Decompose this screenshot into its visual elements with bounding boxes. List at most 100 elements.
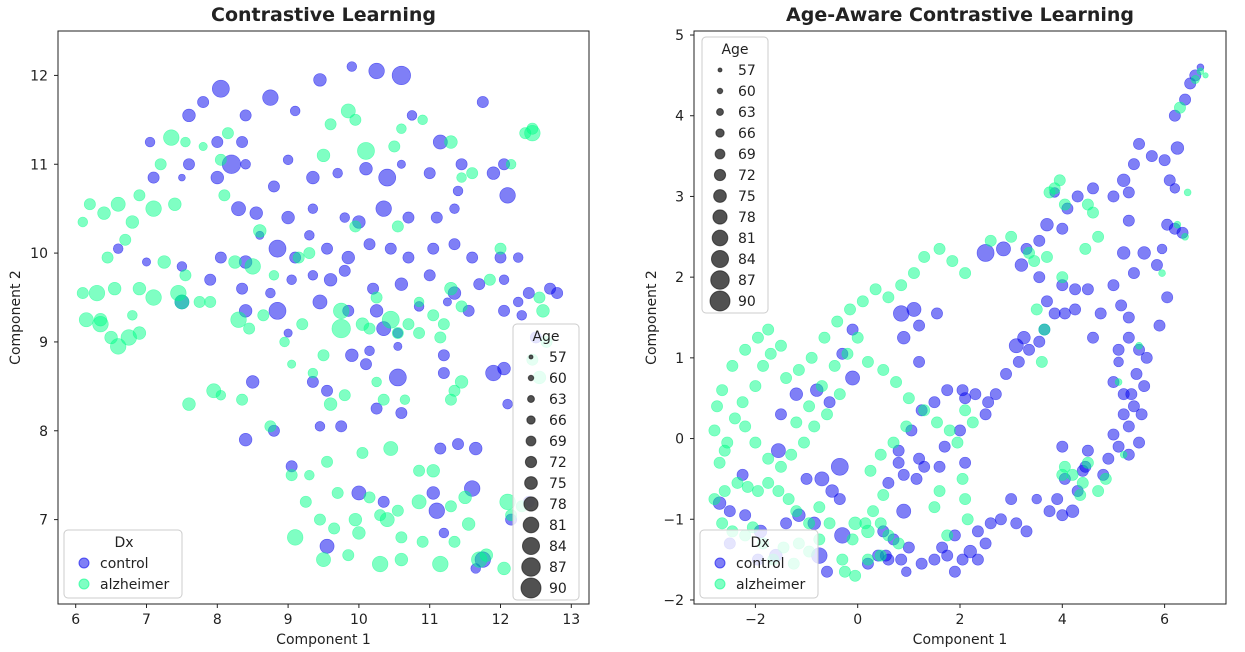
legend-size-label: 60 — [738, 84, 756, 100]
scatter-point-control — [771, 443, 786, 459]
legend-box — [512, 323, 580, 601]
scatter-point-alzheimer — [411, 494, 427, 510]
scatter-point-control — [882, 477, 895, 489]
scatter-point-control — [236, 282, 249, 295]
age-legend: Age 57 60 63 66 69 72 75 78 81 84 87 90 — [701, 36, 769, 314]
scatter-point-alzheimer — [856, 295, 869, 308]
scatter-point-control — [1138, 380, 1151, 393]
scatter-point-alzheimer — [371, 376, 382, 388]
y-tick-label: 11 — [30, 157, 48, 173]
scatter-point-control — [211, 79, 230, 98]
x-tick-label: 6 — [1160, 612, 1169, 628]
scatter-point-control — [910, 472, 923, 485]
scatter-point-control — [1094, 307, 1107, 320]
scatter-point-alzheimer — [833, 388, 846, 401]
scatter-point-control — [394, 277, 409, 291]
scatter-point-alzheimer — [1181, 233, 1189, 241]
scatter-point-control — [1014, 258, 1029, 272]
scatter-point-alzheimer — [458, 490, 472, 505]
scatter-point-alzheimer — [815, 380, 828, 393]
scatter-point-alzheimer — [966, 416, 979, 429]
scatter-point-control — [901, 566, 912, 577]
scatter-point-alzheimer — [214, 153, 227, 166]
legend-size-label: 69 — [549, 434, 567, 450]
scatter-point-alzheimer — [349, 220, 362, 233]
scatter-point-alzheimer — [848, 516, 862, 530]
scatter-point-alzheimer — [287, 529, 304, 546]
scatter-point-alzheimer — [154, 158, 167, 171]
scatter-point-control — [1161, 218, 1174, 231]
scatter-point-control — [1122, 420, 1135, 433]
scatter-point-control — [780, 517, 793, 530]
scatter-point-control — [800, 472, 813, 485]
scatter-point-control — [268, 301, 287, 320]
scatter-point-alzheimer — [892, 537, 905, 550]
scatter-point-control — [314, 421, 326, 432]
scatter-point-control — [178, 173, 186, 182]
scatter-point-alzheimer — [132, 281, 147, 296]
legend-size-label: 66 — [738, 126, 756, 142]
scatter-point-control — [1161, 291, 1174, 304]
legend-size-label: 75 — [738, 189, 756, 205]
scatter-point-control — [893, 305, 910, 322]
legend-size-marker — [713, 168, 727, 182]
scatter-point-control — [268, 180, 280, 193]
scatter-point-control — [1033, 335, 1046, 348]
legend-size-marker — [715, 128, 725, 138]
scatter-point-control — [1117, 408, 1130, 421]
scatter-point-alzheimer — [279, 336, 290, 348]
legend-size-marker — [713, 189, 727, 203]
scatter-point-control — [1127, 158, 1140, 171]
scatter-point-alzheimer — [711, 400, 723, 413]
scatter-point-control — [360, 358, 372, 371]
scatter-point-alzheimer — [828, 359, 841, 372]
scatter-point-control — [516, 310, 527, 321]
scatter-point-control — [423, 167, 436, 180]
legend-box — [699, 529, 819, 599]
scatter-point-alzheimer — [1158, 269, 1166, 277]
scatter-point-control — [1127, 267, 1140, 280]
scatter-point-alzheimer — [757, 359, 769, 372]
scatter-point-control — [307, 203, 319, 214]
scatter-point-alzheimer — [764, 347, 777, 360]
legend-size-marker — [716, 108, 724, 116]
legend-box — [701, 36, 769, 314]
scatter-point-control — [1107, 428, 1120, 441]
scatter-point-alzheimer — [331, 487, 344, 499]
scatter-point-control — [204, 273, 217, 286]
scatter-point-control — [469, 441, 483, 456]
scatter-point-alzheimer — [193, 296, 206, 308]
scatter-point-control — [928, 553, 941, 566]
scatter-point-alzheimer — [861, 553, 874, 566]
scatter-point-control — [1140, 351, 1153, 364]
scatter-point-alzheimer — [317, 349, 330, 362]
scatter-point-control — [1102, 452, 1115, 465]
scatter-point-control — [312, 294, 328, 310]
scatter-point-alzheimer — [838, 565, 851, 578]
scatter-point-control — [239, 109, 252, 122]
scatter-point-control — [313, 73, 327, 87]
scatter-point-control — [455, 158, 468, 171]
scatter-point-control — [406, 110, 418, 121]
scatter-point-alzheimer — [752, 485, 764, 497]
scatter-point-alzheimer — [1119, 450, 1128, 459]
scatter-point-alzheimer — [1041, 251, 1053, 263]
scatter-point-control — [1145, 150, 1158, 163]
legend-size-label: 84 — [738, 252, 756, 268]
scatter-point-alzheimer — [314, 513, 326, 526]
legend-size-marker — [521, 536, 541, 556]
scatter-point-alzheimer — [466, 167, 479, 180]
scatter-point-alzheimer — [285, 469, 298, 482]
scatter-point-control — [359, 162, 373, 176]
scatter-point-control — [321, 384, 333, 397]
scatter-point-control — [915, 557, 928, 570]
scatter-point-control — [1048, 307, 1061, 320]
scatter-point-control — [321, 242, 333, 255]
scatter-point-alzheimer — [849, 569, 862, 582]
scatter-point-control — [938, 440, 951, 453]
scatter-point-control — [1033, 234, 1046, 247]
scatter-point-alzheimer — [296, 318, 309, 331]
scatter-point-alzheimer — [456, 172, 467, 183]
scatter-point-control — [466, 251, 479, 264]
scatter-point-alzheimer — [882, 291, 895, 304]
